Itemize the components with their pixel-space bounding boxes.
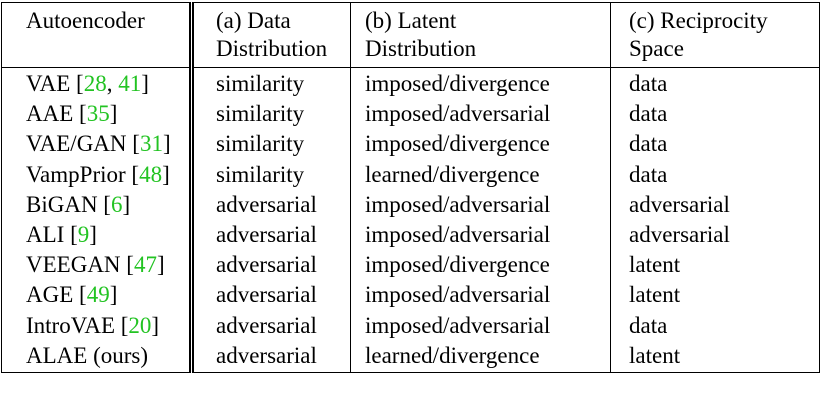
table-body: VAE [28, 41] similarity imposed/divergence… (1, 67, 820, 373)
header-reciprocity-space-line1: (c) Reciprocity (629, 8, 768, 33)
latent-distribution-cell: imposed/adversarial (350, 100, 611, 131)
latent-distribution-cell: learned/divergence (350, 341, 611, 373)
autoencoder-name: VEEGAN [ (26, 252, 134, 278)
table-row: VampPrior [48] similarity learned/divergen… (1, 160, 820, 191)
citation-link[interactable]: 41 (118, 71, 142, 96)
data-distribution-cell: adversarial (191, 281, 351, 312)
data-distribution-cell: adversarial (191, 220, 351, 252)
header-reciprocity-space: (c) Reciprocity Space (610, 2, 820, 68)
citation-close-bracket: ] (156, 252, 165, 278)
table-row: ALAE (ours) adversarial learned/divergence… (1, 341, 820, 373)
citation-close-bracket: ] (89, 221, 97, 247)
autoencoder-name-cell: VAE [28, 41] (1, 67, 194, 101)
autoencoder-name: IntroVAE [ (26, 312, 129, 338)
autoencoder-name-cell: ALI [9] (1, 220, 194, 252)
citation-link[interactable]: 20 (128, 312, 152, 338)
citation-link[interactable]: 9 (77, 221, 90, 247)
reciprocity-space-cell: data (629, 131, 668, 157)
reciprocity-space-cell: data (629, 312, 668, 338)
data-distribution-cell: adversarial (191, 251, 351, 282)
citation-close-bracket: ] (151, 312, 160, 338)
autoencoder-comparison-table: Autoencoder (a) Data Distribution (b) La… (1, 2, 820, 373)
autoencoder-name: AGE [ (26, 282, 87, 308)
reciprocity-space-cell: data (629, 71, 668, 96)
data-distribution-cell: similarity (191, 100, 351, 131)
header-data-distribution: (a) Data Distribution (191, 2, 351, 68)
data-distribution-cell: adversarial (191, 311, 351, 342)
reciprocity-space-cell: latent (629, 282, 681, 308)
data-distribution-cell: adversarial (191, 190, 351, 221)
latent-distribution-cell: imposed/adversarial (350, 311, 611, 342)
latent-distribution-cell: imposed/divergence (350, 251, 611, 282)
autoencoder-name: ALI [ (26, 221, 78, 247)
data-distribution-cell: similarity (191, 160, 351, 191)
citation-link[interactable]: 31 (139, 131, 163, 157)
citation-close-bracket: ] (162, 161, 170, 187)
citation-link[interactable]: 49 (86, 282, 110, 308)
citation-close-bracket: ] (141, 71, 149, 96)
citation-link[interactable]: 47 (133, 252, 157, 278)
autoencoder-name-cell: ALAE (ours) (1, 341, 194, 373)
autoencoder-name-cell: AAE [35] (1, 100, 194, 131)
latent-distribution-cell: imposed/divergence (350, 130, 611, 161)
autoencoder-name: VAE [ (26, 71, 84, 96)
citation-close-bracket: ] (109, 101, 118, 127)
citation-separator: , (106, 71, 119, 96)
table-row: BiGAN [6] adversarial imposed/adversarial a… (1, 190, 820, 221)
header-data-distribution-line1: (a) Data (216, 8, 291, 33)
header-latent-distribution-line2: Distribution (365, 36, 477, 61)
data-distribution-cell: adversarial (191, 341, 351, 373)
autoencoder-name-cell: VampPrior [48] (1, 160, 194, 191)
table-row: IntroVAE [20] adversarial imposed/adversar… (1, 311, 820, 342)
autoencoder-name: BiGAN [ (26, 191, 111, 217)
citation-link[interactable]: 6 (110, 191, 123, 217)
table-header-row: Autoencoder (a) Data Distribution (b) La… (1, 2, 820, 68)
latent-distribution-cell: imposed/adversarial (350, 220, 611, 252)
latent-distribution-cell: imposed/adversarial (350, 190, 611, 221)
latent-distribution-cell: imposed/adversarial (350, 281, 611, 312)
autoencoder-name-cell: IntroVAE [20] (1, 311, 194, 342)
latent-distribution-cell: imposed/divergence (350, 67, 611, 101)
autoencoder-name-cell: AGE [49] (1, 281, 194, 312)
citation-link[interactable]: 35 (86, 101, 110, 127)
table-row: ALI [9] adversarial imposed/adversarial adv… (1, 220, 820, 252)
header-autoencoder: Autoencoder (1, 2, 194, 68)
citation-close-bracket: ] (109, 282, 118, 308)
reciprocity-space-cell: adversarial (629, 191, 730, 217)
citation-link[interactable]: 48 (139, 161, 163, 187)
citation-close-bracket: ] (122, 191, 131, 217)
autoencoder-name: VAE/GAN [ (26, 131, 140, 157)
data-distribution-cell: similarity (191, 67, 351, 101)
autoencoder-name: AAE [ (26, 101, 87, 127)
table-row: VAE/GAN [31] similarity imposed/divergence… (1, 130, 820, 161)
autoencoder-name: VampPrior [ (26, 161, 140, 187)
autoencoder-name-cell: VEEGAN [47] (1, 251, 194, 282)
latent-distribution-cell: learned/divergence (350, 160, 611, 191)
autoencoder-name-cell: BiGAN [6] (1, 190, 194, 221)
header-data-distribution-line2: Distribution (216, 36, 328, 61)
header-reciprocity-space-line2: Space (629, 36, 684, 61)
header-autoencoder-label: Autoencoder (26, 8, 145, 33)
autoencoder-name: ALAE (ours) (26, 342, 148, 368)
header-latent-distribution-line1: (b) Latent (365, 8, 457, 33)
citation-close-bracket: ] (162, 131, 171, 157)
table-row: AGE [49] adversarial imposed/adversarial la… (1, 281, 820, 312)
reciprocity-space-cell: latent (629, 342, 681, 368)
citation-link[interactable]: 28 (83, 71, 107, 96)
reciprocity-space-cell: latent (629, 252, 681, 278)
table-row: AAE [35] similarity imposed/adversarial dat… (1, 100, 820, 131)
reciprocity-space-cell: data (629, 161, 668, 187)
table-row: VAE [28, 41] similarity imposed/divergence… (1, 67, 820, 101)
autoencoder-name-cell: VAE/GAN [31] (1, 130, 194, 161)
data-distribution-cell: similarity (191, 130, 351, 161)
reciprocity-space-cell: adversarial (629, 221, 730, 247)
reciprocity-space-cell: data (629, 101, 668, 127)
table-row: VEEGAN [47] adversarial imposed/divergence… (1, 251, 820, 282)
header-latent-distribution: (b) Latent Distribution (350, 2, 611, 68)
